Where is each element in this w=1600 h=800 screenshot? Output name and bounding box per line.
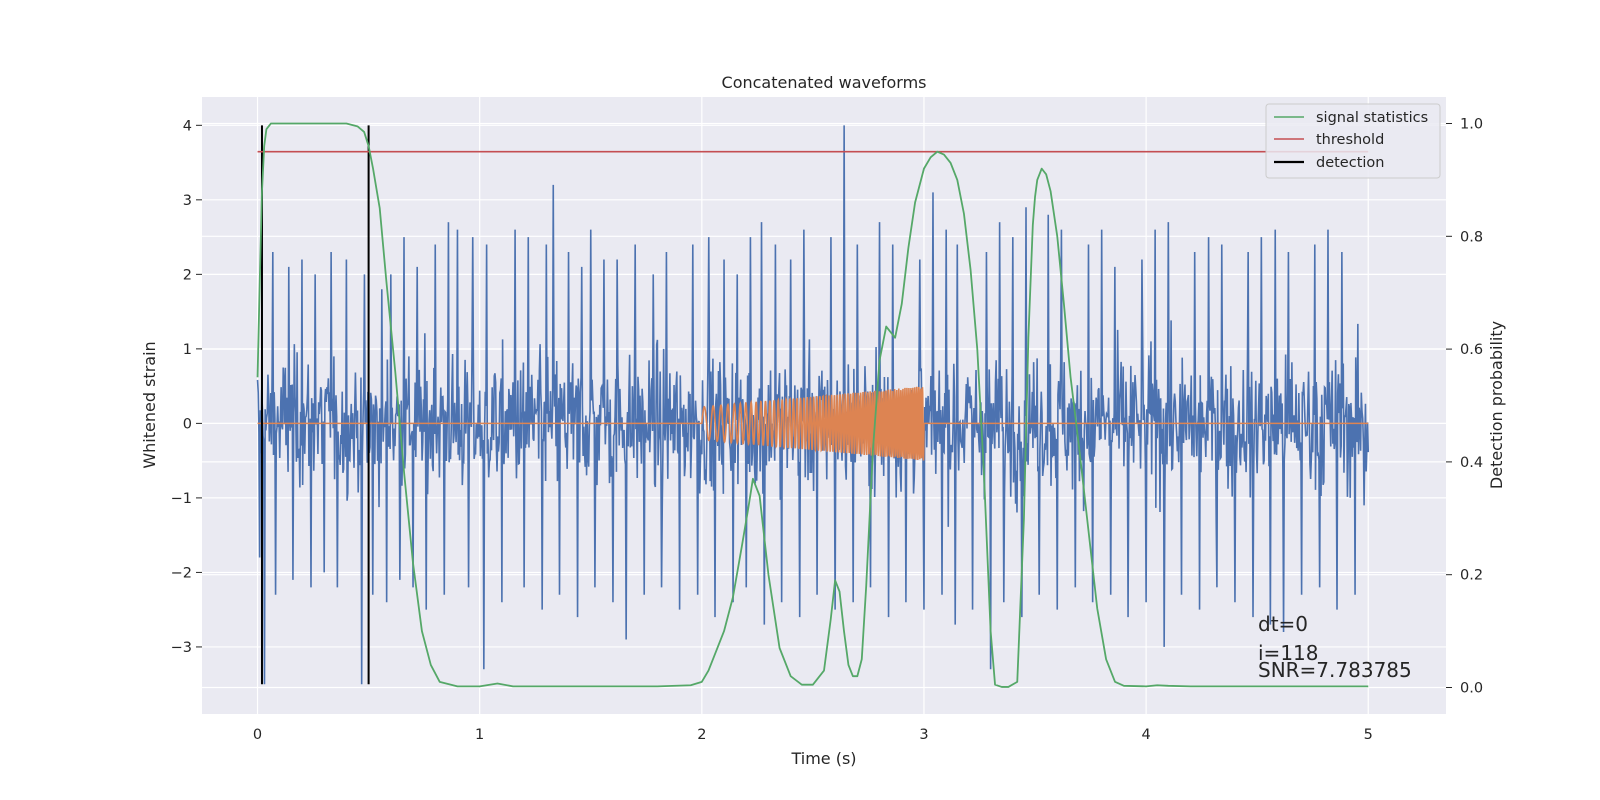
y2-tick-label: 0.8 [1460,229,1483,245]
y2-tick-label: 0.2 [1460,568,1483,584]
chart-title: Concatenated waveforms [722,73,927,92]
legend-label-detection: detection [1316,155,1384,171]
y-axis-label: Whitened strain [140,341,159,468]
x-tick-label: 4 [1141,727,1150,743]
signal-statistics-line [256,122,1369,688]
y-tick-label: −2 [171,565,192,581]
y2-tick-label: 1.0 [1460,117,1483,133]
annotation-dt: dt=0 [1258,612,1308,636]
y2-tick-label: 0.4 [1460,455,1483,471]
x-tick-label: 0 [253,727,262,743]
signal-statistics-series [256,122,1369,688]
annotation-index: i=118 [1258,641,1319,665]
legend-label-threshold: threshold [1316,132,1384,148]
template-line [257,386,1369,461]
y-tick-label: −1 [171,491,192,507]
x-tick-label: 2 [697,727,706,743]
x-axis-label: Time (s) [790,749,856,768]
x-tick-label: 5 [1364,727,1373,743]
annotation-snr: SNR=7.783785 [1258,658,1412,682]
x-tick-label: 3 [919,727,928,743]
y-tick-label: 0 [183,416,192,432]
y-tick-label: −3 [171,640,192,656]
axis-ticks: 0 1 2 3 4 5 −3 −2 −1 0 1 2 3 4 0.0 0.2 0.4 0.6 0.8 1.0 [171,117,1483,743]
y2-tick-label: 0.0 [1460,680,1483,696]
y-tick-label: 4 [183,118,192,134]
y2-tick-label: 0.6 [1460,342,1483,358]
legend: signal statistics threshold detection [1265,103,1441,179]
y2-axis-label: Detection probability [1487,321,1506,489]
y-tick-label: 1 [183,342,192,358]
legend-box [1265,103,1441,179]
template-series [257,386,1369,461]
y-tick-label: 2 [183,267,192,283]
x-tick-label: 1 [475,727,484,743]
y-tick-label: 3 [183,193,192,209]
legend-label-signal-statistics: signal statistics [1316,110,1428,126]
